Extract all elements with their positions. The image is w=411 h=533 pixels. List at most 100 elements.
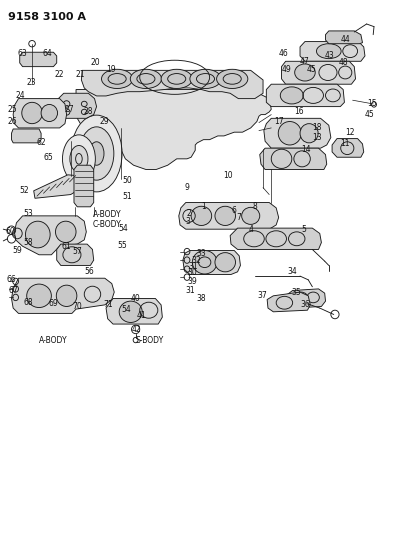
Text: 36: 36 xyxy=(300,301,310,309)
Ellipse shape xyxy=(316,44,341,59)
Polygon shape xyxy=(106,298,162,324)
Text: 13: 13 xyxy=(312,133,322,142)
Text: 32: 32 xyxy=(192,256,201,264)
Text: 50: 50 xyxy=(122,176,132,184)
Text: 18: 18 xyxy=(312,124,321,132)
Polygon shape xyxy=(179,203,279,229)
Text: 67: 67 xyxy=(8,286,18,295)
Text: A-BODY: A-BODY xyxy=(39,336,68,344)
Text: 4: 4 xyxy=(249,225,254,233)
Text: S-BODY: S-BODY xyxy=(136,336,164,344)
Ellipse shape xyxy=(62,135,95,183)
Text: 34: 34 xyxy=(287,268,297,276)
Text: 49: 49 xyxy=(282,65,292,74)
Polygon shape xyxy=(57,244,94,265)
Text: 68: 68 xyxy=(24,298,34,307)
Text: 69: 69 xyxy=(48,300,58,308)
Text: 27: 27 xyxy=(64,105,74,114)
Text: 31: 31 xyxy=(188,262,198,271)
Polygon shape xyxy=(326,31,363,44)
Text: 51: 51 xyxy=(122,192,132,200)
Text: 25: 25 xyxy=(7,105,17,114)
Polygon shape xyxy=(12,278,114,313)
Text: A-BODY
C-BODY: A-BODY C-BODY xyxy=(92,210,121,229)
Text: 21: 21 xyxy=(75,70,85,79)
Ellipse shape xyxy=(295,64,315,81)
Text: 23: 23 xyxy=(26,78,36,87)
Text: 43: 43 xyxy=(325,52,335,60)
Text: 71: 71 xyxy=(103,301,113,309)
Text: 29: 29 xyxy=(99,117,109,126)
Ellipse shape xyxy=(217,69,248,88)
Text: 64: 64 xyxy=(42,49,52,58)
Text: 55: 55 xyxy=(118,241,127,249)
Text: 10: 10 xyxy=(223,172,233,180)
Text: 42: 42 xyxy=(132,325,141,334)
Text: 63: 63 xyxy=(18,49,28,58)
Text: 54: 54 xyxy=(122,305,132,313)
Ellipse shape xyxy=(71,115,122,192)
Text: 33: 33 xyxy=(196,249,206,257)
Text: 11: 11 xyxy=(340,140,350,148)
Polygon shape xyxy=(12,129,41,143)
Text: 19: 19 xyxy=(106,65,116,74)
Polygon shape xyxy=(267,292,310,312)
Ellipse shape xyxy=(41,104,58,122)
Text: 54: 54 xyxy=(118,224,128,232)
Text: 30: 30 xyxy=(187,269,197,277)
Text: 45: 45 xyxy=(365,110,375,119)
Text: 9158 3100 A: 9158 3100 A xyxy=(8,12,86,22)
Ellipse shape xyxy=(130,69,162,88)
Polygon shape xyxy=(74,165,94,207)
Ellipse shape xyxy=(192,251,217,274)
Ellipse shape xyxy=(278,122,301,145)
Text: 53: 53 xyxy=(23,209,33,217)
Text: 3: 3 xyxy=(186,217,191,225)
Polygon shape xyxy=(81,70,263,99)
Ellipse shape xyxy=(190,69,221,88)
Polygon shape xyxy=(300,42,365,61)
Polygon shape xyxy=(20,52,57,67)
Text: 8: 8 xyxy=(252,203,257,211)
Text: 46: 46 xyxy=(279,49,289,58)
Ellipse shape xyxy=(55,221,76,243)
Ellipse shape xyxy=(79,127,114,180)
Text: 39: 39 xyxy=(187,277,197,286)
Text: 12: 12 xyxy=(345,128,355,136)
Polygon shape xyxy=(183,251,240,274)
Text: 22: 22 xyxy=(55,70,65,79)
Ellipse shape xyxy=(89,142,104,165)
Text: 59: 59 xyxy=(12,246,22,255)
Ellipse shape xyxy=(70,146,88,172)
Polygon shape xyxy=(34,175,84,198)
Polygon shape xyxy=(288,289,326,308)
Ellipse shape xyxy=(27,284,51,308)
Polygon shape xyxy=(282,61,356,84)
Text: 56: 56 xyxy=(85,268,95,276)
Text: 26: 26 xyxy=(7,117,17,126)
Ellipse shape xyxy=(215,206,236,225)
Text: 66: 66 xyxy=(7,276,16,284)
Ellipse shape xyxy=(191,206,212,225)
Text: 65: 65 xyxy=(44,153,53,161)
Text: 70: 70 xyxy=(72,302,82,311)
Text: 45: 45 xyxy=(307,65,316,74)
Ellipse shape xyxy=(215,253,236,272)
Ellipse shape xyxy=(102,69,133,88)
Text: 58: 58 xyxy=(23,238,33,247)
Text: 52: 52 xyxy=(19,186,29,195)
Polygon shape xyxy=(332,139,364,157)
Text: 9: 9 xyxy=(185,183,189,192)
Text: 17: 17 xyxy=(275,117,284,126)
Ellipse shape xyxy=(280,87,303,104)
Text: 6: 6 xyxy=(231,206,236,215)
Polygon shape xyxy=(75,90,271,169)
Text: 14: 14 xyxy=(301,145,311,154)
Text: 62: 62 xyxy=(36,139,46,147)
Text: 41: 41 xyxy=(137,311,147,320)
Text: 31: 31 xyxy=(185,286,195,295)
Text: 20: 20 xyxy=(90,59,100,67)
Polygon shape xyxy=(266,84,344,107)
Text: 16: 16 xyxy=(294,108,304,116)
Ellipse shape xyxy=(119,301,142,322)
